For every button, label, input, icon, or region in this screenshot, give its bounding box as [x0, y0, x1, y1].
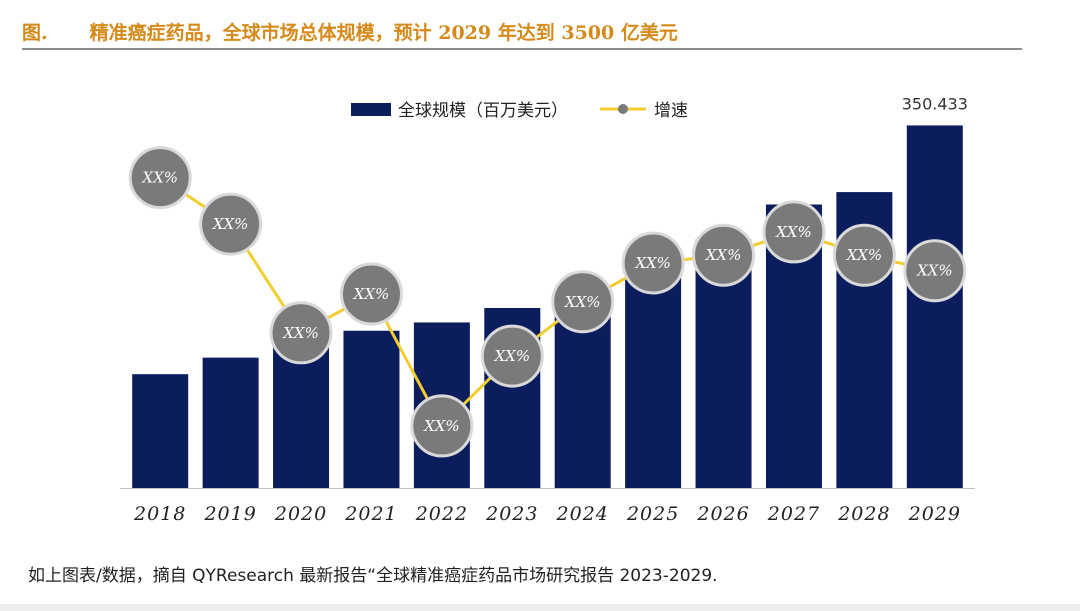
chart: 全球规模（百万美元） 增速 2018 2019 2020 2021 2022 2023 2024… [120, 94, 975, 525]
legend: 全球规模（百万美元） 增速 [351, 101, 688, 121]
growth-marker-circle [269, 301, 333, 365]
tick-label-2029: 2029 [908, 503, 961, 525]
growth-marker-label: XX% [634, 254, 671, 272]
growth-marker-circle [832, 223, 896, 287]
bar-2029 [906, 125, 963, 489]
growth-marker-label: XX% [564, 293, 601, 311]
legend-swatch-bar [351, 103, 391, 116]
legend-label-line: 增速 [654, 101, 688, 121]
growth-marker-circle [199, 192, 263, 256]
growth-marker-label: XX% [212, 215, 249, 233]
legend-label-bar: 全球规模（百万美元） [398, 101, 568, 121]
growth-marker-label: XX% [141, 169, 178, 187]
title-divider [22, 48, 1022, 50]
growth-marker-2019: XX% [199, 192, 263, 256]
growth-marker-2022: XX% [410, 394, 474, 458]
tick-label-2019: 2019 [203, 503, 256, 525]
growth-marker-label: XX% [916, 262, 953, 280]
growth-marker-2027: XX% [762, 200, 826, 264]
tick-label-2018: 2018 [133, 503, 186, 525]
growth-marker-label: XX% [493, 347, 530, 365]
growth-marker-2018: XX% [128, 146, 192, 210]
bottom-bar [0, 604, 1080, 611]
tick-label-2022: 2022 [415, 503, 468, 525]
growth-marker-2026: XX% [692, 223, 756, 287]
bar-2020 [273, 345, 330, 488]
growth-marker-label: XX% [282, 324, 319, 342]
tick-label-2024: 2024 [556, 503, 609, 525]
growth-marker-2020: XX% [269, 301, 333, 365]
tick-label-2025: 2025 [626, 503, 679, 525]
growth-marker-label: XX% [705, 246, 742, 264]
legend-swatch-marker [618, 104, 628, 114]
growth-marker-2025: XX% [621, 231, 685, 295]
growth-marker-label: XX% [846, 246, 883, 264]
growth-marker-circle [621, 231, 685, 295]
growth-marker-label: XX% [775, 223, 812, 241]
bar-2018 [132, 374, 189, 488]
growth-marker-circle [480, 324, 544, 388]
data-label-2029: 350.433 [902, 94, 968, 113]
growth-marker-label: XX% [423, 417, 460, 435]
growth-marker-label: XX% [353, 285, 390, 303]
bar-2025 [625, 268, 682, 488]
growth-marker-circle [551, 270, 615, 334]
growth-marker-2028: XX% [832, 223, 896, 287]
growth-marker-2024: XX% [551, 270, 615, 334]
growth-marker-2021: XX% [339, 262, 403, 326]
growth-marker-circle [128, 146, 192, 210]
tick-label-2027: 2027 [767, 503, 820, 525]
growth-marker-circle [903, 239, 967, 303]
bar-2019 [202, 357, 259, 488]
growth-markers: XX% XX% XX% XX% XX% XX% XX% XX% XX% XX% XX% XX% [128, 146, 967, 458]
growth-marker-circle [410, 394, 474, 458]
figure-title-text: 精准癌症药品，全球市场总体规模，预计 2029 年达到 3500 亿美元 [89, 21, 678, 44]
tick-label-2023: 2023 [485, 503, 538, 525]
tick-label-2021: 2021 [344, 503, 397, 525]
growth-marker-circle [692, 223, 756, 287]
tick-label-2026: 2026 [696, 503, 749, 525]
tick-label-2020: 2020 [274, 503, 327, 525]
bar-series [132, 125, 963, 489]
growth-marker-2023: XX% [480, 324, 544, 388]
growth-marker-2029: XX% [903, 239, 967, 303]
growth-marker-circle [762, 200, 826, 264]
figure-title: 图. 精准癌症药品，全球市场总体规模，预计 2029 年达到 3500 亿美元 [22, 14, 1022, 48]
bar-2021 [343, 330, 400, 488]
figure-prefix: 图. [22, 21, 48, 44]
x-axis-ticks: 2018 2019 2020 2021 2022 2023 2024 2025 2026 2027… [133, 503, 961, 525]
tick-label-2028: 2028 [837, 503, 890, 525]
source-note: 如上图表/数据，摘自 QYResearch 最新报告“全球精准癌症药品市场研究报… [28, 565, 718, 586]
growth-marker-circle [339, 262, 403, 326]
